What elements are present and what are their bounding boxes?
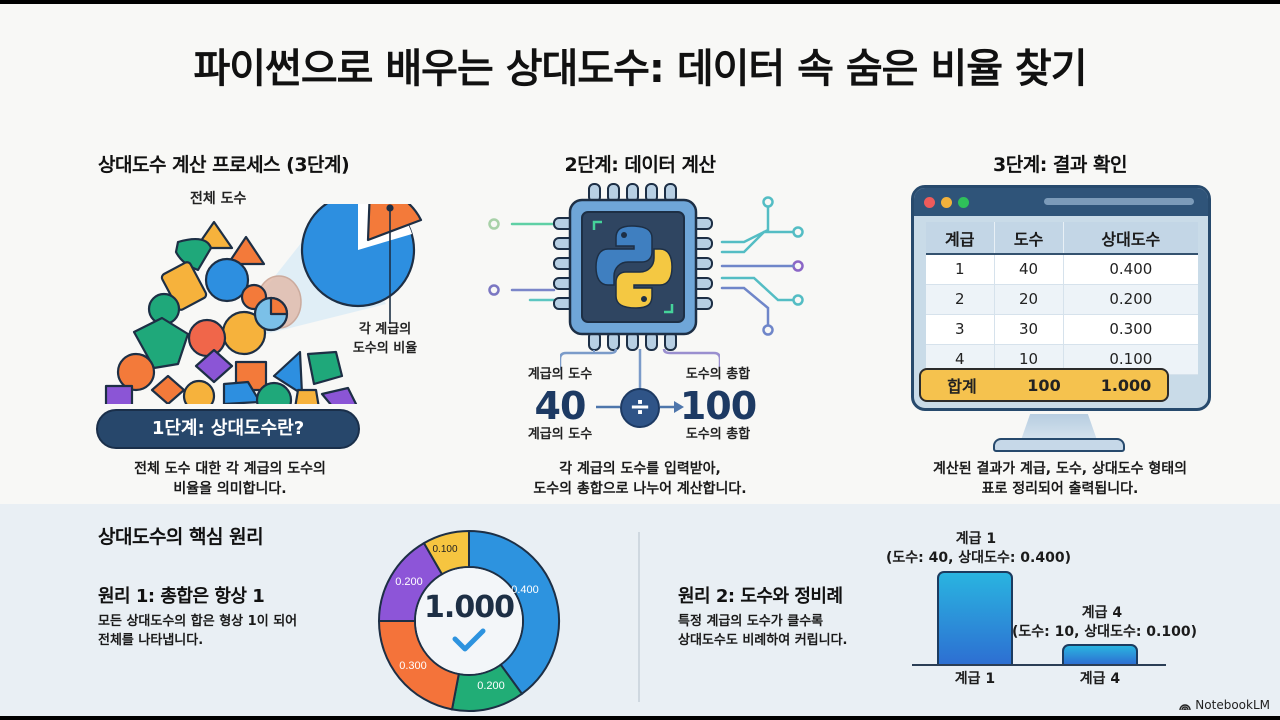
step3-section-title: 3단계: 결과 확인 [993,154,1127,176]
svg-text:0.200: 0.200 [395,576,423,588]
table-header: 계급 [926,222,995,255]
close-dot-icon [924,197,935,208]
svg-text:0.200: 0.200 [477,680,505,692]
total-frequency-label-top: 도수의 총합 [685,367,751,382]
principle2-description: 특정 계급의 도수가 클수록 상대도수도 비례하여 커립니다. [678,614,848,648]
address-bar [1044,198,1194,205]
class-ratio-label: 각 계급의 도수의 비율 [352,322,418,356]
class-frequency-value: 40 [534,384,587,428]
step2-description: 각 계급의 도수를 입력받아, 도수의 총합으로 나누어 계산합니다. [533,461,747,497]
python-chip-icon [488,183,804,352]
bar1-axis-label: 계급 1 [954,671,996,687]
total-frequency-label-bottom: 도수의 총합 [685,427,751,442]
monitor-window: 계급 도수 상대도수 1 40 0.400 2 20 0.200 3 [911,185,1211,411]
principle1-title: 원리 1: 총합은 항상 1 [98,586,265,607]
divide-icon: ÷ [620,388,660,428]
shapes-pile-icon [104,204,423,404]
bar-class-4 [1062,644,1138,664]
step1-description: 전체 도수 대한 각 계급의 도수의 비율을 의미합니다. [134,461,326,497]
watermark: NotebookLM [1179,698,1270,712]
bar4-annotation: 계급 4 (도수: 10, 상대도수: 0.100) [1012,605,1197,640]
principles-section [0,504,1280,716]
table-header: 상대도수 [1063,222,1198,255]
infographic-canvas: 파이썬으로 배우는 상대도수: 데이터 속 숨은 비율 찾기 상대도수 계산 프… [0,4,1280,716]
table-row: 2 20 0.200 [926,284,1198,315]
step1-section-title: 상대도수 계산 프로세스 (3단계) [98,154,350,176]
donut-chart: 0.400 0.200 0.300 0.200 0.100 [377,529,560,712]
principle2-title: 원리 2: 도수와 정비례 [678,586,843,607]
connector-lines [560,349,720,389]
svg-text:0.400: 0.400 [511,584,539,596]
page-title: 파이썬으로 배우는 상대도수: 데이터 속 숨은 비율 찾기 [193,46,1087,92]
principles-title: 상대도수의 핵심 원리 [98,526,264,548]
window-title-bar [914,188,1208,216]
class-frequency-label-top: 계급의 도수 [527,367,593,382]
table-row: 3 30 0.300 [926,314,1198,345]
donut-center-value: 1.000 [424,590,515,625]
minimize-dot-icon [941,197,952,208]
table-header: 도수 [994,222,1064,255]
maximize-dot-icon [958,197,969,208]
total-frequency-value: 100 [679,384,757,428]
bar-baseline [912,664,1166,666]
total-frequency-label: 전체 도수 [190,191,247,207]
svg-text:0.300: 0.300 [399,660,427,672]
class-frequency-label-bottom: 계급의 도수 [527,427,593,442]
monitor-base [993,438,1125,452]
svg-text:0.100: 0.100 [432,544,457,555]
step2-section-title: 2단계: 데이터 계산 [564,154,716,176]
step3-description: 계산된 결과가 계급, 도수, 상대도수 형태의 표로 정리되어 출력됩니다. [933,461,1187,497]
table-row: 1 40 0.400 [926,254,1198,285]
arrow-icon [596,401,684,413]
monitor-stand [1021,414,1097,440]
principle1-description: 모든 상대도수의 합은 형상 1이 되어 전체를 나타냅니다. [98,614,298,648]
bar1-annotation: 계급 1 (도수: 40, 상대도수: 0.400) [886,531,1071,566]
bar4-axis-label: 계급 4 [1079,671,1121,687]
notebooklm-logo-icon [1179,704,1191,710]
section-divider [638,532,640,702]
step1-pill: 1단계: 상대도수란? [96,409,360,449]
table-total-row: 합계 100 1.000 [919,368,1169,402]
bar-class-1 [937,571,1013,664]
result-table: 계급 도수 상대도수 1 40 0.400 2 20 0.200 3 [926,222,1198,375]
